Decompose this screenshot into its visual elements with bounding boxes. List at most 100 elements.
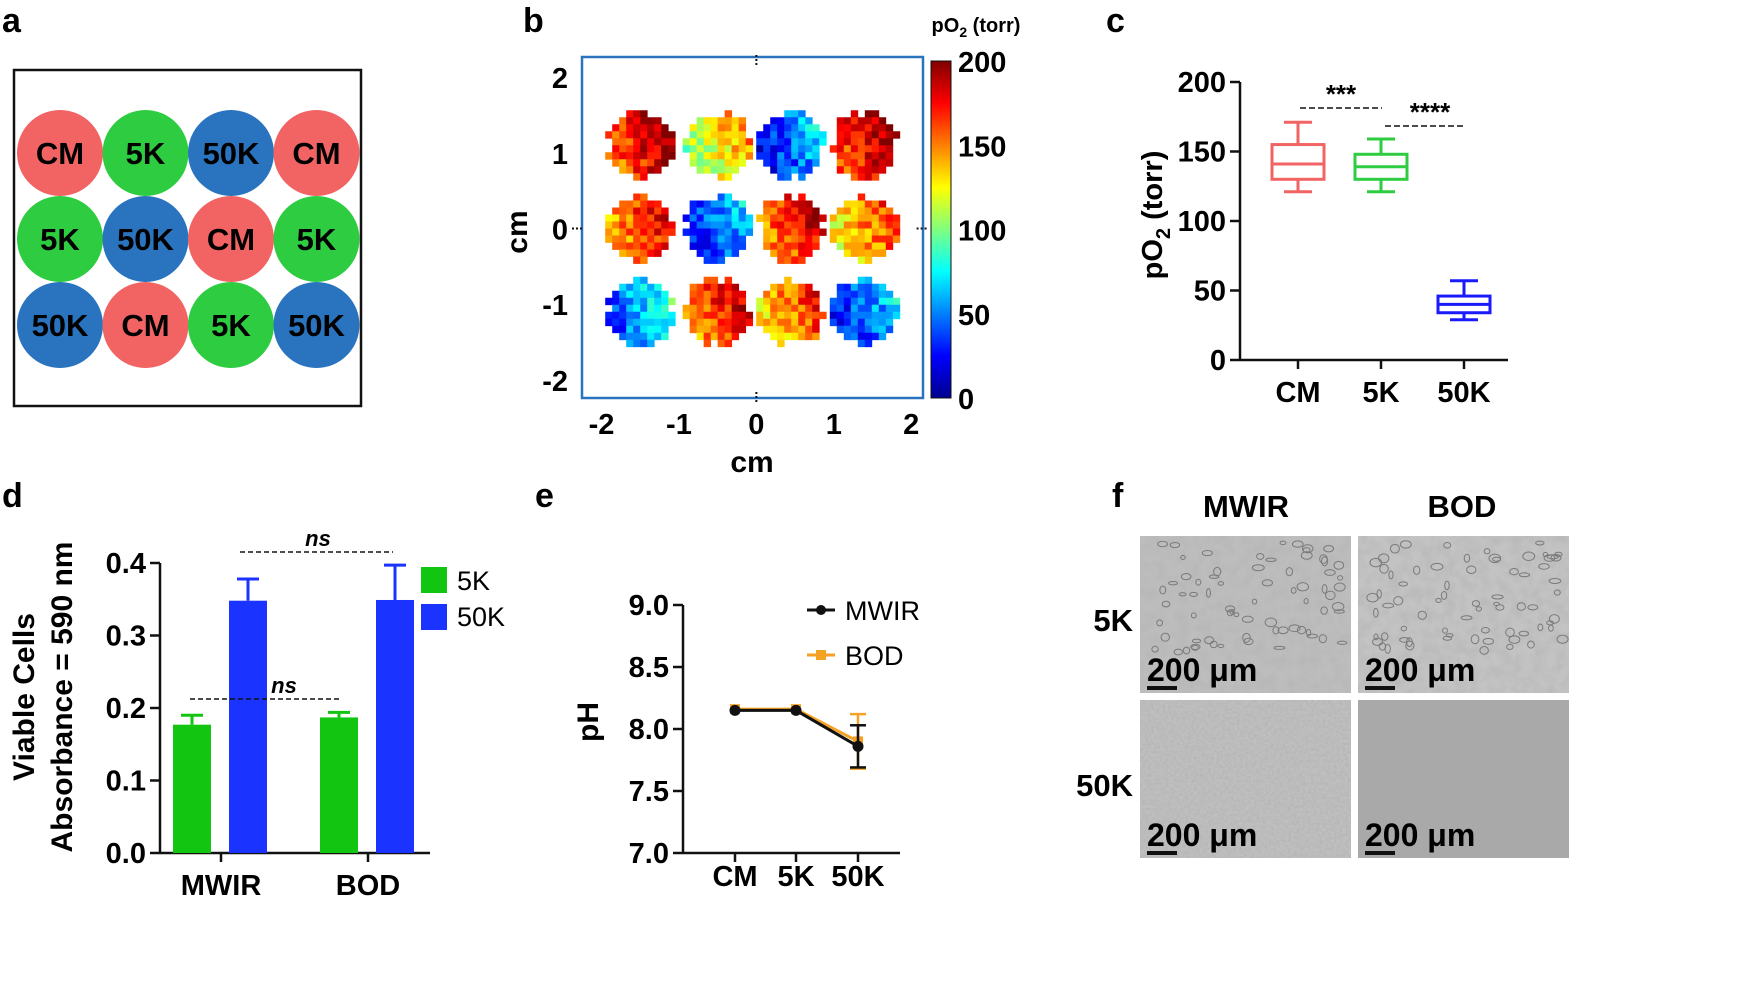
bar-ytick-2: 0.2 bbox=[106, 693, 146, 725]
frame-marker bbox=[755, 63, 758, 65]
bar-ytick-1: 0.1 bbox=[106, 766, 146, 798]
plate-well-label-1-3: 5K bbox=[297, 222, 337, 257]
heatmap-spot-1 bbox=[682, 110, 754, 181]
legend-marker-bod bbox=[816, 650, 826, 660]
boxplot-xtick-0: CM bbox=[1275, 377, 1320, 409]
plate-well-label-1-1: 50K bbox=[117, 222, 174, 257]
plate-well-0-0 bbox=[17, 110, 103, 196]
panel-label-a: a bbox=[2, 2, 22, 40]
heatmap-xtick-2: 0 bbox=[748, 409, 764, 441]
boxplot-ytick-3: 150 bbox=[1178, 137, 1226, 169]
plate-well-1-0 bbox=[17, 196, 103, 282]
panel-label-d: d bbox=[2, 477, 23, 515]
panel-label-e: e bbox=[535, 477, 554, 515]
scale-label-bod-5k: 200 μm bbox=[1365, 652, 1475, 688]
colorbar-tick-3: 50 bbox=[958, 300, 990, 332]
bar-xtick-0: MWIR bbox=[181, 870, 262, 902]
plate-well-label-2-1: CM bbox=[121, 308, 169, 343]
boxplot-xtick-1: 5K bbox=[1362, 377, 1399, 409]
line-ytick-2: 8.0 bbox=[629, 714, 669, 746]
plate-well-label-1-0: 5K bbox=[40, 222, 80, 257]
sig-stars-1: *** bbox=[1326, 79, 1357, 109]
legend-label-50k: 50K bbox=[457, 602, 505, 632]
plate-well-label-0-1: 5K bbox=[126, 136, 166, 171]
heatmap-spot-4 bbox=[605, 193, 676, 264]
colorbar-tick-1: 150 bbox=[958, 131, 1006, 163]
heatmap-spot-8 bbox=[605, 276, 676, 348]
heatmap-spot-3 bbox=[829, 110, 901, 181]
plate-well-label-2-3: 50K bbox=[288, 308, 345, 343]
line-ylabel: pH bbox=[572, 702, 605, 742]
heatmap-ylabel: cm bbox=[501, 210, 534, 253]
plate-well-1-2 bbox=[188, 196, 274, 282]
plate-frame bbox=[12, 68, 363, 408]
panel-c-boxplot: 0 50 100 150 200 CM 5K 50K pO2 (torr) *** **** bbox=[1137, 67, 1508, 409]
heatmap-xtick-3: 1 bbox=[826, 409, 842, 441]
panel-f-micrographs: MWIR BOD 5K 50K 200 μm 200 μm 200 μm 200… bbox=[1076, 489, 1569, 858]
micrograph-bod-50k: 200 μm bbox=[1358, 700, 1569, 858]
line-ytick-3: 8.5 bbox=[629, 652, 669, 684]
scale-label-mwir-50k: 200 μm bbox=[1147, 817, 1257, 853]
heatmap-xtick-1: -1 bbox=[666, 409, 692, 441]
boxplot-ytick-1: 50 bbox=[1194, 276, 1226, 308]
colorbar-title: pO2 (torr) bbox=[932, 15, 1021, 40]
bar-ytick-3: 0.3 bbox=[106, 621, 146, 653]
heatmap-ytick-4: -2 bbox=[542, 366, 568, 398]
heatmap-ytick-2: 0 bbox=[552, 215, 568, 247]
micro-col-header-mwir: MWIR bbox=[1203, 489, 1289, 524]
heatmap-xtick-0: -2 bbox=[589, 409, 615, 441]
scale-bar-bod-5k bbox=[1365, 686, 1395, 690]
plate-well-0-3 bbox=[273, 110, 360, 196]
micrograph-mwir-5k: 200 μm bbox=[1140, 536, 1351, 693]
plate-well-2-3 bbox=[273, 282, 360, 368]
heatmap-spot-0 bbox=[605, 110, 676, 181]
frame-marker bbox=[924, 227, 927, 230]
plate-well-label-1-2: CM bbox=[207, 222, 255, 257]
bar-ytick-4: 0.4 bbox=[106, 548, 146, 580]
plate-well-label-0-3: CM bbox=[292, 136, 340, 171]
plate-well-1-3 bbox=[273, 196, 360, 282]
boxplot-ytick-2: 100 bbox=[1178, 206, 1226, 238]
bar-50K-MWIR bbox=[229, 600, 267, 853]
bar-ylabel-line1: Viable Cells bbox=[8, 613, 41, 781]
line-point-MWIR-2 bbox=[852, 740, 864, 752]
plate-well-1-1 bbox=[102, 196, 189, 282]
plate-well-2-0 bbox=[17, 282, 103, 368]
legend-label-bod: BOD bbox=[845, 641, 904, 671]
micro-row-header-50k: 50K bbox=[1076, 768, 1133, 803]
scale-label-bod-50k: 200 μm bbox=[1365, 817, 1475, 853]
line-point-MWIR-1 bbox=[790, 704, 802, 716]
box-50K bbox=[1436, 279, 1492, 322]
bar-5K-MWIR bbox=[173, 724, 211, 853]
micrograph-cells-1 bbox=[1366, 540, 1569, 655]
plate-well-label-2-2: 5K bbox=[211, 308, 251, 343]
frame-marker bbox=[755, 55, 758, 57]
bar-5K-BOD bbox=[320, 717, 358, 853]
bar-ylabel-line2: Absorbance = 590 nm bbox=[46, 542, 79, 853]
scale-bar-mwir-5k bbox=[1147, 686, 1177, 690]
heatmap-spot-7 bbox=[829, 193, 901, 264]
heatmap-ytick-3: -1 bbox=[542, 290, 568, 322]
frame-marker bbox=[576, 227, 578, 230]
boxplot-ylabel: pO2 (torr) bbox=[1137, 151, 1175, 280]
micro-col-header-bod: BOD bbox=[1428, 489, 1497, 524]
legend-marker-mwir bbox=[816, 605, 826, 615]
heatmap-spot-6 bbox=[756, 193, 827, 264]
plate-well-2-1 bbox=[102, 282, 189, 368]
box-5K bbox=[1353, 137, 1409, 194]
scale-bar-bod-50k bbox=[1365, 851, 1395, 855]
panel-a-plate-layout: CM 5K 50K CM 5K 50K CM 5K 50K CM 5K 50K bbox=[12, 68, 363, 408]
ns-label-top: ns bbox=[305, 526, 331, 551]
colorbar bbox=[930, 60, 952, 399]
panel-label-f: f bbox=[1112, 477, 1124, 515]
panel-b-heatmap: -2 -1 0 1 2 2 1 0 -1 -2 cm cm pO2 (torr) 200 150 1… bbox=[501, 15, 1020, 479]
panel-d-barchart: 0.0 0.1 0.2 0.3 0.4 MWIR BOD Viable Cells Abs… bbox=[8, 526, 505, 902]
colorbar-tick-2: 100 bbox=[958, 216, 1006, 248]
line-xtick-2: 50K bbox=[831, 861, 884, 893]
panel-label-b: b bbox=[523, 2, 544, 40]
micro-row-header-5k: 5K bbox=[1093, 603, 1133, 638]
micrograph-bod-5k: 200 μm bbox=[1358, 536, 1569, 693]
legend-label-mwir: MWIR bbox=[845, 596, 920, 626]
heatmap-spot-11 bbox=[829, 276, 901, 348]
box-CM bbox=[1270, 120, 1326, 194]
